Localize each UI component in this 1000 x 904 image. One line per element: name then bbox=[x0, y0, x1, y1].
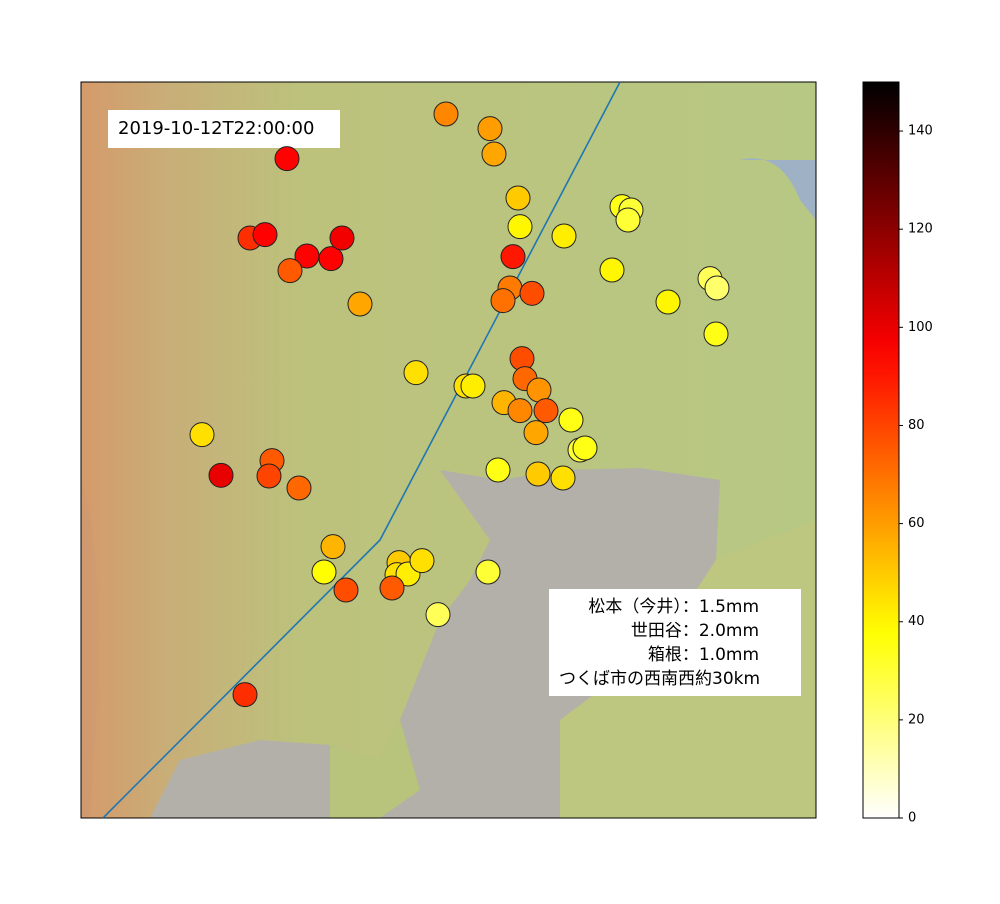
station-point bbox=[533, 398, 559, 424]
station-point bbox=[409, 548, 435, 574]
station-point bbox=[615, 207, 641, 233]
station-point bbox=[379, 575, 405, 601]
annotation-box bbox=[549, 589, 801, 696]
title-box bbox=[108, 110, 340, 148]
station-point bbox=[481, 141, 507, 167]
colorbar-tick-label: 100 bbox=[908, 320, 933, 335]
station-point bbox=[477, 116, 503, 142]
station-point bbox=[274, 146, 300, 172]
colorbar bbox=[862, 81, 900, 819]
station-point bbox=[519, 280, 545, 306]
station-point bbox=[490, 288, 516, 314]
annotation-line: 世田谷：2.0mm bbox=[631, 621, 759, 641]
station-point bbox=[475, 559, 501, 585]
title: 2019-10-12T22:00:00 bbox=[118, 118, 314, 139]
station-point bbox=[507, 214, 533, 240]
station-point bbox=[550, 465, 576, 491]
station-point bbox=[252, 222, 278, 248]
annotation-line: 松本（今井）：1.5mm bbox=[588, 597, 759, 617]
station-point bbox=[572, 435, 598, 461]
station-point bbox=[703, 321, 729, 347]
station-point bbox=[403, 360, 429, 386]
station-point bbox=[525, 461, 551, 487]
station-point bbox=[505, 185, 531, 211]
annotation-line: つくば市の西南西約30km bbox=[559, 669, 760, 689]
colorbar-tick-label: 60 bbox=[908, 516, 925, 531]
station-point bbox=[232, 682, 258, 708]
station-point bbox=[425, 602, 451, 628]
station-point bbox=[347, 291, 373, 317]
station-point bbox=[507, 398, 533, 424]
station-point bbox=[655, 289, 681, 315]
station-point bbox=[208, 462, 234, 488]
annotation-line: 箱根：1.0mm bbox=[648, 645, 759, 665]
station-point bbox=[551, 223, 577, 249]
station-point bbox=[460, 373, 486, 399]
colorbar-tick-label: 80 bbox=[908, 418, 925, 433]
colorbar-tick-label: 120 bbox=[908, 222, 933, 237]
colorbar-tick-label: 140 bbox=[908, 124, 933, 139]
station-point bbox=[558, 407, 584, 433]
station-point bbox=[311, 559, 337, 585]
station-point bbox=[256, 463, 282, 489]
colorbar-tick-label: 40 bbox=[908, 614, 925, 629]
station-point bbox=[485, 457, 511, 483]
station-point bbox=[286, 475, 312, 501]
station-point bbox=[704, 275, 730, 301]
station-point bbox=[333, 577, 359, 603]
station-point bbox=[320, 534, 346, 560]
colorbar-tick-label: 0 bbox=[908, 811, 916, 826]
station-point bbox=[500, 244, 526, 270]
station-point bbox=[189, 422, 215, 448]
station-point bbox=[277, 258, 303, 284]
station-point bbox=[318, 246, 344, 272]
station-point bbox=[433, 101, 459, 127]
map-background bbox=[81, 82, 816, 818]
storm-track bbox=[102, 82, 621, 818]
station-point bbox=[329, 225, 355, 251]
colorbar-tick-label: 20 bbox=[908, 712, 925, 727]
station-point bbox=[599, 257, 625, 283]
map-frame bbox=[80, 81, 817, 819]
station-point bbox=[523, 420, 549, 446]
